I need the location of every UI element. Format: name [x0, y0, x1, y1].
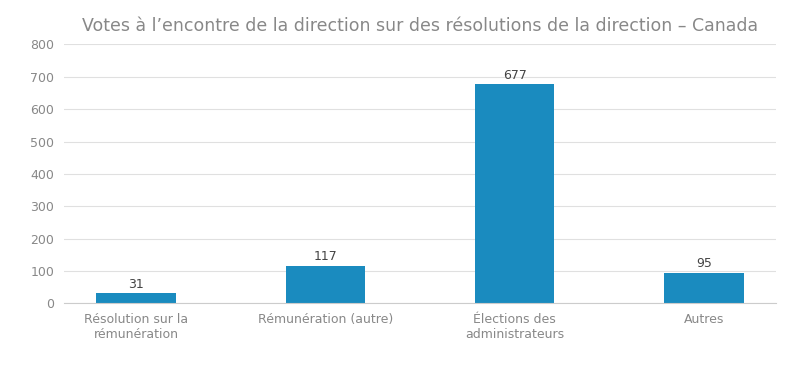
- Text: 31: 31: [128, 278, 144, 291]
- Text: 677: 677: [502, 68, 526, 82]
- Bar: [475, 84, 554, 303]
- Title: Votes à l’encontre de la direction sur des résolutions de la direction – Canada: Votes à l’encontre de la direction sur d…: [82, 17, 758, 34]
- Bar: [286, 266, 365, 303]
- Bar: [664, 273, 744, 303]
- Bar: [96, 293, 176, 303]
- Text: 95: 95: [696, 257, 712, 270]
- Text: 117: 117: [314, 250, 338, 263]
